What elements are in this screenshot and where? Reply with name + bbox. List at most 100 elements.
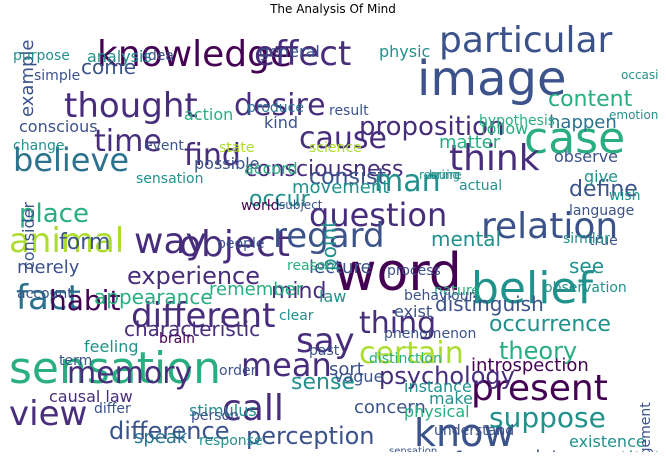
word-wish: wish xyxy=(609,188,641,204)
word-sort: sort xyxy=(329,359,364,380)
word-mind: mind xyxy=(271,279,327,304)
word-kind: kind xyxy=(264,113,299,132)
word-experience: experience xyxy=(127,262,261,290)
word-call: call xyxy=(222,388,284,429)
word-phenomenon: phenomenon xyxy=(384,326,477,342)
word-regard: regard xyxy=(273,216,385,256)
word-bring: bring xyxy=(429,168,461,182)
word-possible: possible xyxy=(194,154,260,173)
word-existence: existence xyxy=(569,432,646,451)
word-remember: remember xyxy=(209,279,304,300)
word-produce: produce xyxy=(247,100,304,116)
word-consist: consist xyxy=(309,165,387,190)
word-behaviour: behaviour xyxy=(404,288,475,304)
word-clear: clear xyxy=(279,308,314,324)
word-process: process xyxy=(387,263,441,279)
word-point: point xyxy=(317,219,341,271)
word-knowledge: knowledge xyxy=(97,34,293,75)
word-consciousness: consciousness xyxy=(245,157,404,182)
word-say: say xyxy=(296,321,355,361)
word-relation: relation xyxy=(481,206,619,247)
word-distinction: distinction xyxy=(369,351,442,367)
word-far: far xyxy=(454,449,482,452)
word-man: man xyxy=(374,164,441,199)
word-datum: datum xyxy=(529,449,587,453)
word-differ: differ xyxy=(94,401,131,417)
word-understand: understand xyxy=(434,423,515,439)
word-movement: movement xyxy=(292,177,390,198)
word-cause: cause xyxy=(299,121,387,156)
word-define: define xyxy=(569,177,638,202)
word-speak: speak xyxy=(134,427,188,448)
word-introspection: introspection xyxy=(471,355,589,376)
word-think: think xyxy=(449,138,540,179)
word-actual: actual xyxy=(459,178,503,194)
word-occurrence: occurrence xyxy=(489,312,611,337)
word-mean: mean xyxy=(241,346,332,384)
word-simple: simple xyxy=(34,68,81,84)
word-stimulus: stimulus xyxy=(189,401,257,420)
word-state: state xyxy=(219,140,255,156)
word-judgement: judgement xyxy=(638,402,654,452)
word-consider: consider xyxy=(19,201,38,270)
word-observation: observation xyxy=(544,280,627,296)
word-lecture: lecture xyxy=(309,257,372,278)
word-response: response xyxy=(199,433,263,449)
word-question: question xyxy=(309,196,448,234)
word-matter: matter xyxy=(439,132,501,153)
word-find: find xyxy=(184,138,241,173)
word-mental: mental xyxy=(431,227,502,251)
word-order: order xyxy=(219,363,257,379)
word-view: view xyxy=(9,394,88,434)
word-image: image xyxy=(417,51,567,107)
word-content: content xyxy=(548,87,633,112)
word-hypothesis: hypothesis xyxy=(479,113,556,129)
word-observe: observe xyxy=(554,147,619,166)
word-sense: sense xyxy=(291,370,355,395)
word-nature: nature xyxy=(434,283,480,299)
word-emotion: emotion xyxy=(609,108,659,122)
word-make: make xyxy=(429,389,473,408)
word-term: term xyxy=(59,353,93,369)
word-perception: perception xyxy=(246,422,375,450)
word-people: people xyxy=(217,236,265,252)
word-occur: occur xyxy=(249,187,310,212)
word-purpose: purpose xyxy=(13,48,70,64)
word-general: general xyxy=(259,42,320,61)
word-past: past xyxy=(309,343,340,359)
word-know: know xyxy=(414,411,515,452)
word-case: case xyxy=(524,113,626,164)
word-belief: belief xyxy=(471,263,594,314)
word-reason: reason xyxy=(287,258,335,274)
word-theory: theory xyxy=(499,337,578,365)
word-sensation: sensation xyxy=(136,171,204,187)
word-world: world xyxy=(241,198,280,214)
word-brain: brain xyxy=(159,331,195,347)
word-different: different xyxy=(131,296,276,336)
word-person: person xyxy=(191,408,239,424)
word-place: place xyxy=(19,199,89,229)
word-thought: thought xyxy=(64,86,198,126)
word-form: form xyxy=(59,230,111,255)
word-change: change xyxy=(13,138,65,154)
word-fact: fact xyxy=(16,278,81,318)
word-thing: thing xyxy=(359,306,437,341)
word-animal: animal xyxy=(9,221,125,261)
word-similar: similar xyxy=(563,231,610,247)
word-appearance: appearance xyxy=(94,285,213,309)
word-particular: particular xyxy=(439,20,613,61)
word-cloud: knowledge image particular word belief sensat… xyxy=(9,19,659,452)
word-come: come xyxy=(81,55,137,79)
word-action: action xyxy=(184,105,234,124)
word-account: account xyxy=(17,286,73,302)
word-constitute: constitute xyxy=(574,449,659,452)
word-psychology: psychology xyxy=(379,362,515,390)
word-believe: believe xyxy=(13,141,130,179)
word-difference: difference xyxy=(109,417,230,445)
word-analysis: analysis xyxy=(87,47,152,66)
word-happen: happen xyxy=(549,112,617,133)
word-object: object xyxy=(179,224,290,265)
word-effect: effect xyxy=(254,34,352,74)
word-conscious: conscious xyxy=(19,117,98,136)
word-language: language xyxy=(569,203,635,219)
